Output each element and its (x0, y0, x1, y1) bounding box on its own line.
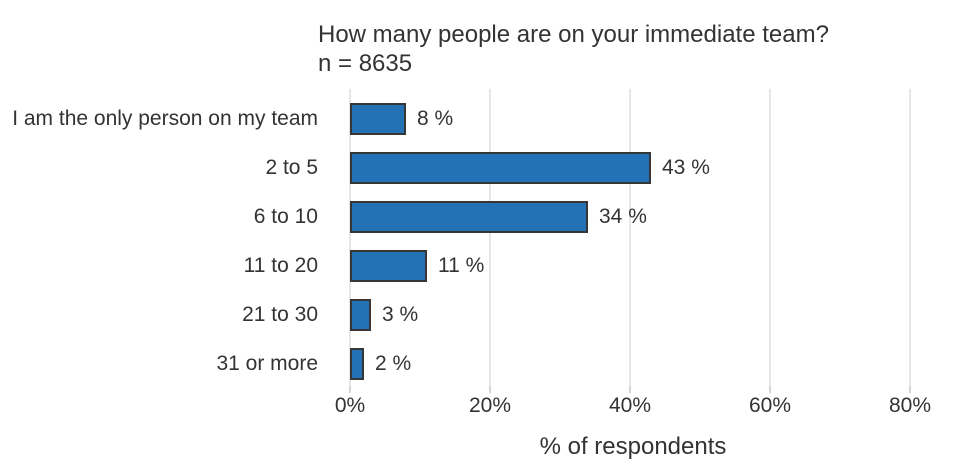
x-tick-label: 40% (608, 394, 652, 417)
gridline (489, 89, 491, 386)
x-axis-tick (349, 386, 351, 393)
x-tick-label: 80% (888, 394, 932, 417)
category-label: I am the only person on my team (12, 107, 318, 130)
gridline (349, 89, 351, 386)
x-tick-label: 60% (748, 394, 792, 417)
value-label: 3 % (382, 303, 419, 326)
x-tick-label: 20% (468, 394, 512, 417)
value-label: 43 % (662, 156, 710, 179)
bar (350, 348, 364, 380)
value-label: 11 % (438, 254, 485, 277)
x-axis-tick (489, 386, 491, 393)
title-block: How many people are on your immediate te… (318, 20, 829, 78)
bar (350, 201, 588, 233)
category-label: 2 to 5 (265, 156, 318, 179)
gridline (769, 89, 771, 386)
gridline (909, 89, 911, 386)
x-axis-tick (769, 386, 771, 393)
chart-subtitle: n = 8635 (318, 50, 413, 77)
chart-title: How many people are on your immediate te… (318, 21, 829, 48)
category-label: 11 to 20 (243, 254, 318, 277)
x-axis-tick (629, 386, 631, 393)
x-axis-tick (909, 386, 911, 393)
bar (350, 250, 427, 282)
bar (350, 103, 406, 135)
x-tick-label: 0% (334, 394, 366, 417)
category-label: 21 to 30 (242, 303, 318, 326)
gridline (629, 89, 631, 386)
bar (350, 152, 651, 184)
x-axis-label: % of respondents (539, 433, 727, 460)
category-label: 6 to 10 (253, 205, 318, 228)
bar (350, 299, 371, 331)
value-label: 2 % (375, 352, 412, 375)
value-label: 34 % (599, 205, 647, 228)
category-label: 31 or more (216, 352, 318, 375)
value-label: 8 % (417, 107, 454, 130)
